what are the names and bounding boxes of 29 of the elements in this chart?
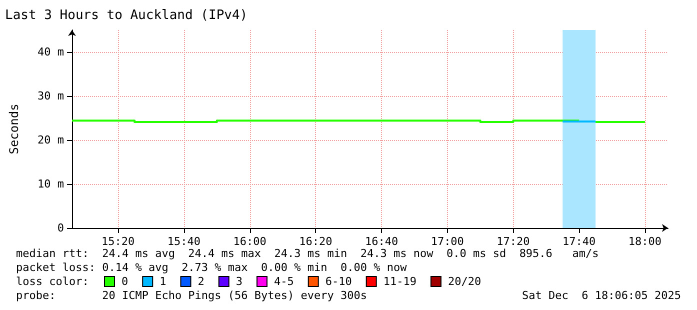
- y-tick-label: 30 m: [38, 90, 64, 102]
- x-tick-label: 15:20: [102, 235, 135, 248]
- legend-label: 20/20: [448, 275, 482, 288]
- y-axis-title: Seconds: [7, 104, 21, 154]
- legend-label: 0: [122, 275, 128, 288]
- x-tick-label: 17:20: [496, 235, 530, 248]
- x-tick-label: 16:00: [233, 235, 266, 248]
- x-tick-label: 18:00: [628, 235, 662, 248]
- legend-title: loss color:: [16, 275, 89, 288]
- x-tick-label: 17:40: [562, 235, 596, 248]
- legend-label: 6-10: [325, 275, 352, 288]
- y-tick-label: 40 m: [38, 46, 64, 58]
- y-tick-label: 10 m: [38, 178, 64, 190]
- text: Sat Dec 6 18:06:05 2025: [522, 289, 682, 302]
- legend-label: 1: [160, 275, 166, 288]
- legend-label: 3: [236, 275, 242, 288]
- text: packet loss: 0.14 % avg 2.73 % max 0.00 % min 0.00 % now: [16, 261, 408, 274]
- y-tick-label: 0: [57, 222, 64, 234]
- text: median rtt: 24.4 ms avg 24.4 ms max 24.3 ms min 24.3 ms now 0.0 ms sd 895.6 am/s: [16, 247, 599, 260]
- legend-label: 4-5: [274, 275, 294, 288]
- text: probe: 20 ICMP Echo Pings (56 Bytes) every 300s: [16, 289, 367, 302]
- x-tick-label: 16:20: [299, 235, 332, 248]
- x-tick-label: 17:00: [430, 235, 464, 248]
- chart-title: Last 3 Hours to Auckland (IPv4): [5, 8, 248, 23]
- legend-label: 2: [198, 275, 204, 288]
- x-tick-label: 15:40: [167, 235, 201, 248]
- x-tick-label: 16:40: [364, 235, 398, 248]
- y-tick-label: 20 m: [38, 134, 64, 146]
- legend-label: 11-19: [383, 275, 416, 288]
